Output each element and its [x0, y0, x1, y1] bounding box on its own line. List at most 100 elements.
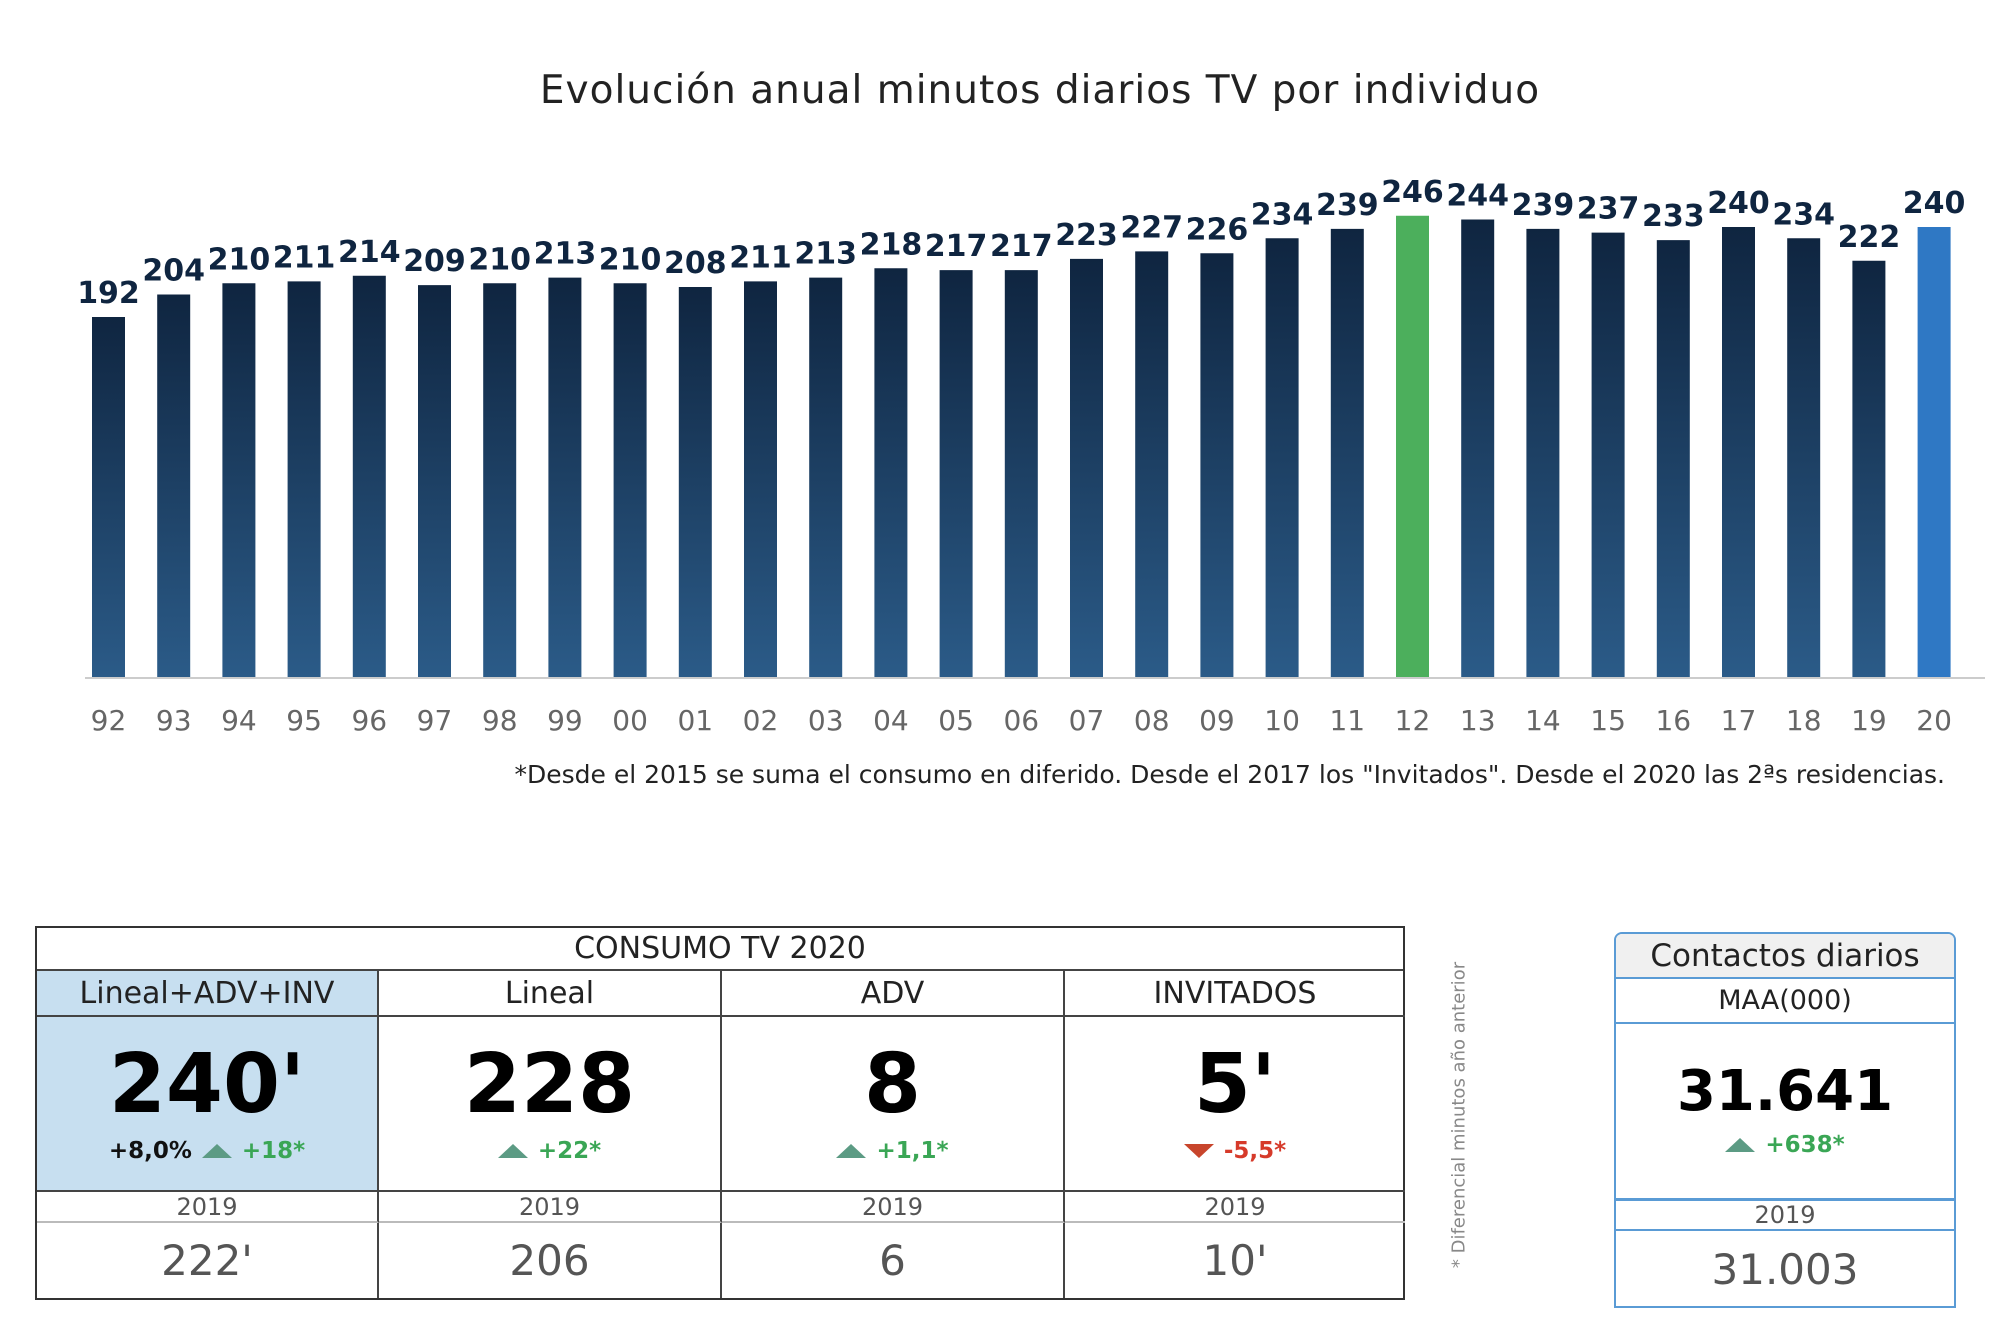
bar-12: [1396, 215, 1429, 677]
data-label-99: 213: [534, 237, 597, 272]
data-label-16: 233: [1642, 199, 1705, 234]
x-tick-04: 04: [873, 704, 909, 737]
col-year: 2019: [722, 1192, 1065, 1223]
col-delta-row: +22*: [497, 1137, 602, 1164]
up-arrow-icon: [497, 1143, 528, 1158]
bar-99: [548, 277, 582, 677]
data-label-98: 210: [468, 242, 531, 277]
bar-16: [1656, 240, 1690, 677]
bar-93: [157, 294, 191, 677]
col-year: 2019: [37, 1192, 379, 1223]
bar-98: [483, 283, 517, 677]
bar-00: [613, 283, 647, 677]
col-prev: 6: [722, 1223, 1065, 1298]
col-pct: +8,0%: [108, 1137, 192, 1164]
data-label-11: 239: [1316, 188, 1379, 223]
data-label-96: 214: [338, 235, 401, 270]
data-label-07: 223: [1055, 218, 1118, 253]
up-arrow-icon: [201, 1143, 232, 1158]
data-label-04: 218: [860, 227, 923, 262]
x-tick-97: 97: [417, 704, 453, 737]
col-header: ADV: [722, 971, 1065, 1017]
contactos-value: 31.641: [1676, 1059, 1894, 1124]
consumo-title: CONSUMO TV 2020: [37, 928, 1403, 971]
col-delta: +22*: [537, 1137, 602, 1164]
bar-11: [1330, 228, 1364, 677]
col-prev: 10': [1202, 1236, 1268, 1285]
bar-06: [1004, 270, 1038, 677]
x-tick-17: 17: [1721, 704, 1757, 737]
contactos-main: 31.641 +638*: [1616, 1024, 1954, 1201]
contactos-box: Contactos diarios MAA(000) 31.641 +638* …: [1614, 932, 1956, 1308]
x-tick-96: 96: [351, 704, 387, 737]
col-value: 228: [463, 1036, 636, 1132]
x-tick-18: 18: [1786, 704, 1822, 737]
col-main: 5' -5,5*: [1065, 1017, 1405, 1192]
contactos-subtitle: MAA(000): [1616, 979, 1954, 1024]
x-tick-16: 16: [1655, 704, 1691, 737]
col-main: 8 +1,1*: [722, 1017, 1065, 1192]
data-label-13: 244: [1446, 179, 1509, 214]
bar-92: [92, 317, 125, 677]
data-label-00: 210: [599, 242, 662, 277]
up-arrow-icon: [836, 1143, 867, 1158]
bar-14: [1526, 228, 1560, 677]
bar-15: [1591, 232, 1625, 677]
col-delta-row: -5,5*: [1183, 1138, 1286, 1164]
consumo-table: CONSUMO TV 2020 Lineal+ADV+INV 240' +8,0…: [35, 926, 1405, 1300]
chart-title: Evolución anual minutos diarios TV por i…: [539, 68, 1541, 113]
up-arrow-icon: [1725, 1138, 1756, 1152]
data-label-18: 234: [1772, 197, 1835, 232]
data-label-20: 240: [1903, 186, 1966, 221]
bar-96: [352, 275, 386, 677]
x-tick-03: 03: [808, 704, 844, 737]
bar-07: [1070, 258, 1103, 677]
x-tick-92: 92: [91, 704, 127, 737]
x-tick-00: 00: [612, 704, 648, 737]
col-delta-row: +1,1*: [836, 1137, 949, 1164]
bar-08: [1135, 251, 1169, 677]
col-main: 228 +22*: [379, 1017, 722, 1192]
data-label-06: 217: [990, 229, 1053, 264]
bar-19: [1852, 260, 1886, 677]
x-tick-98: 98: [482, 704, 518, 737]
x-tick-09: 09: [1199, 704, 1235, 737]
col-value: 5': [1193, 1036, 1277, 1132]
x-tick-19: 19: [1851, 704, 1887, 737]
col-delta: +1,1*: [876, 1137, 949, 1164]
col-year: 2019: [379, 1192, 722, 1223]
x-tick-12: 12: [1395, 704, 1431, 737]
x-tick-20: 20: [1916, 704, 1952, 737]
data-label-02: 211: [729, 240, 792, 275]
data-label-19: 222: [1838, 220, 1901, 255]
data-label-09: 226: [1186, 212, 1249, 247]
data-label-01: 208: [664, 246, 727, 281]
contactos-delta-row: +638*: [1725, 1132, 1845, 1158]
x-tick-05: 05: [938, 704, 974, 737]
col-header: INVITADOS: [1065, 971, 1405, 1017]
bar-03: [809, 277, 843, 677]
col-value: 240': [108, 1036, 306, 1132]
x-tick-06: 06: [1003, 704, 1039, 737]
col-delta: +18*: [241, 1137, 306, 1164]
data-label-08: 227: [1120, 210, 1183, 245]
bar-02: [744, 281, 777, 677]
down-arrow-icon: [1183, 1143, 1214, 1158]
col-value: 8: [863, 1036, 922, 1132]
col-main: 240' +8,0% +18*: [37, 1017, 379, 1192]
x-tick-99: 99: [547, 704, 583, 737]
x-tick-08: 08: [1134, 704, 1170, 737]
contactos-prev: 31.003: [1711, 1245, 1859, 1294]
data-label-12: 246: [1381, 175, 1444, 210]
data-label-15: 237: [1577, 192, 1640, 227]
x-tick-10: 10: [1264, 704, 1300, 737]
col-header: Lineal: [379, 971, 722, 1017]
data-label-93: 204: [142, 254, 205, 289]
data-label-92: 192: [77, 276, 140, 311]
x-tick-94: 94: [221, 704, 257, 737]
x-tick-01: 01: [677, 704, 713, 737]
col-prev: 222': [37, 1223, 379, 1298]
bar-04: [874, 268, 908, 677]
bar-chart: 192 92 204 93 210 94 211 95 214 96 209 97 210 98 213 99…: [77, 175, 1985, 737]
